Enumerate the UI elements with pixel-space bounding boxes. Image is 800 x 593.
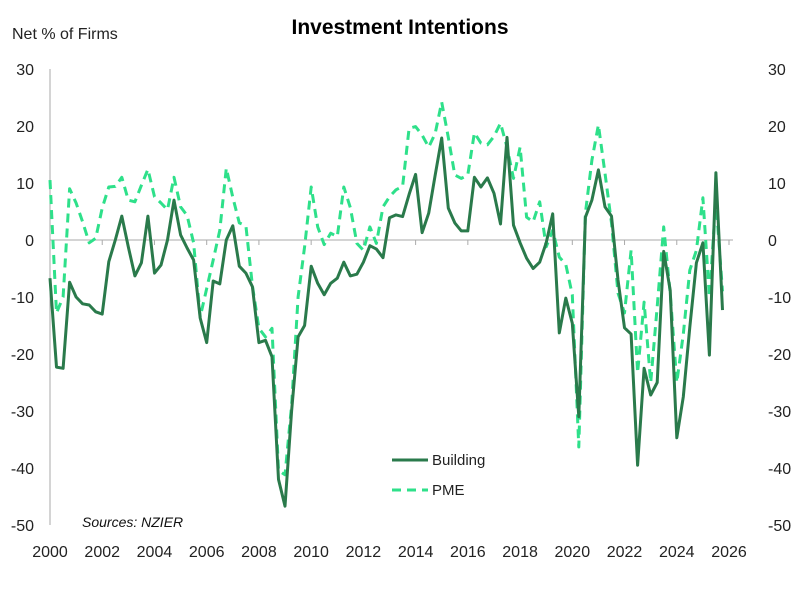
x-tick-label: 2016	[450, 544, 486, 561]
y-tick-label-left: 10	[16, 176, 34, 193]
x-tick-label: 2000	[32, 544, 68, 561]
y-tick-label-right: -20	[768, 347, 791, 364]
x-tick-label: 2012	[346, 544, 382, 561]
x-tick-label: 2002	[84, 544, 120, 561]
y-tick-label-right: 30	[768, 62, 786, 79]
y-tick-label-left: -50	[11, 518, 34, 535]
y-axis-label: Net % of Firms	[12, 26, 118, 43]
x-tick-label: 2020	[555, 544, 591, 561]
y-tick-label-left: 0	[25, 233, 34, 250]
y-tick-label-right: 0	[768, 233, 777, 250]
x-tick-label: 2024	[659, 544, 695, 561]
x-tick-label: 2018	[502, 544, 538, 561]
chart-title: Investment Intentions	[291, 16, 508, 39]
y-tick-label-left: -30	[11, 404, 34, 421]
series-line-pme	[48, 100, 724, 477]
x-tick-label: 2004	[137, 544, 173, 561]
x-tick-label: 2022	[607, 544, 643, 561]
y-tick-label-left: -20	[11, 347, 34, 364]
legend-label-pme: PME	[432, 482, 465, 499]
legend-label-building: Building	[432, 452, 485, 469]
y-tick-label-right: 10	[768, 176, 786, 193]
x-tick-label: 2010	[293, 544, 329, 561]
y-tick-label-right: 20	[768, 119, 786, 136]
y-tick-label-right: -30	[768, 404, 791, 421]
y-tick-label-left: -10	[11, 290, 34, 307]
y-tick-label-left: 30	[16, 62, 34, 79]
y-tick-label-right: -10	[768, 290, 791, 307]
x-tick-label: 2014	[398, 544, 434, 561]
y-tick-label-right: -40	[768, 461, 791, 478]
source-note: Sources: NZIER	[82, 514, 183, 530]
x-tick-label: 2006	[189, 544, 225, 561]
y-tick-label-left: 20	[16, 119, 34, 136]
legend: Building PME	[392, 452, 485, 499]
x-tick-label: 2026	[711, 544, 747, 561]
y-tick-label-right: -50	[768, 518, 791, 535]
x-tick-label: 2008	[241, 544, 277, 561]
y-tick-label-left: -40	[11, 461, 34, 478]
series-line-building	[48, 135, 724, 508]
